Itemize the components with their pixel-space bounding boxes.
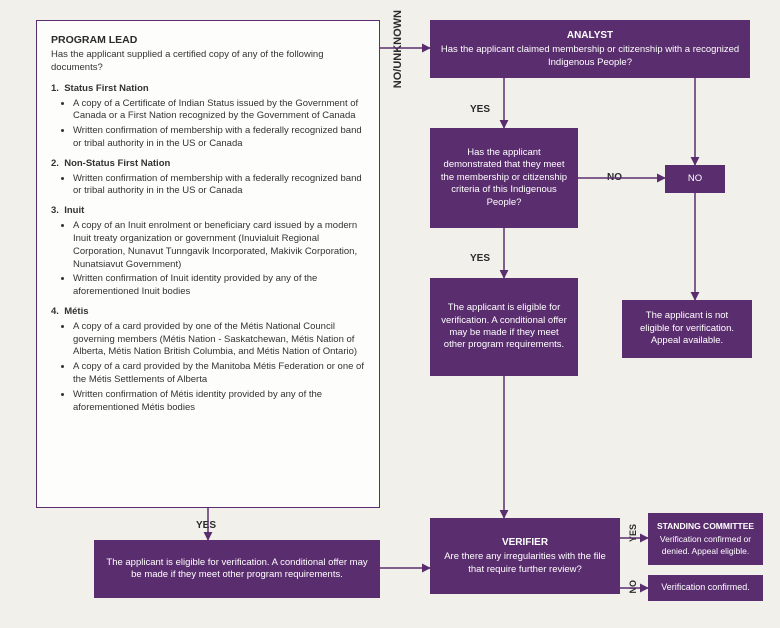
program-lead-question: Has the applicant supplied a certified c… <box>51 49 365 75</box>
no-label-verifier: NO <box>628 580 638 594</box>
cat4-bullet1: A copy of a card provided by one of the … <box>73 321 365 359</box>
cat4-bullet2: A copy of a card provided by the Manitob… <box>73 361 365 387</box>
confirmed-text: Verification confirmed. <box>661 582 750 594</box>
cat3-bullet2: Written confirmation of Inuit identity p… <box>73 273 365 299</box>
category-4: 4. Métis A copy of a card provided by on… <box>51 306 365 415</box>
eligible-left-text: The applicant is eligible for verificati… <box>104 557 370 582</box>
analyst-title: ANALYST <box>567 29 613 42</box>
no-text: NO <box>688 173 702 185</box>
demonstrate-text: Has the applicant demonstrated that they… <box>440 147 568 209</box>
verifier-title: VERIFIER <box>502 536 548 549</box>
no-node: NO <box>665 165 725 193</box>
yes-label-1: YES <box>470 104 490 115</box>
analyst-text: Has the applicant claimed membership or … <box>440 44 740 69</box>
not-eligible-node: The applicant is not eligible for verifi… <box>622 300 752 358</box>
category-3: 3. Inuit A copy of an Inuit enrolment or… <box>51 205 365 299</box>
standing-text: Verification confirmed or denied. Appeal… <box>654 534 757 556</box>
cat1-bullet1: A copy of a Certificate of Indian Status… <box>73 98 365 124</box>
not-eligible-text: The applicant is not eligible for verifi… <box>632 310 742 347</box>
cat1-bullet2: Written confirmation of membership with … <box>73 125 365 151</box>
demonstrate-node: Has the applicant demonstrated that they… <box>430 128 578 228</box>
program-lead-box: PROGRAM LEAD Has the applicant supplied … <box>36 20 380 508</box>
program-lead-title: PROGRAM LEAD <box>51 33 365 47</box>
standing-committee-node: STANDING COMMITTEE Verification confirme… <box>648 513 763 565</box>
no-label-1: NO <box>607 172 622 183</box>
cat4-bullet3: Written confirmation of Métis identity p… <box>73 389 365 415</box>
yes-label-3: YES <box>196 520 216 531</box>
yes-label-verifier: YES <box>628 524 638 542</box>
yes-label-2: YES <box>470 253 490 264</box>
verification-confirmed-node: Verification confirmed. <box>648 575 763 601</box>
no-unknown-label: NO/UNKNOWN <box>392 10 404 88</box>
verifier-node: VERIFIER Are there any irregularities wi… <box>430 518 620 594</box>
verifier-text: Are there any irregularities with the fi… <box>440 551 610 576</box>
eligible-right-text: The applicant is eligible for verificati… <box>440 302 568 351</box>
category-1: 1. Status First Nation A copy of a Certi… <box>51 83 365 151</box>
standing-title: STANDING COMMITTEE <box>657 521 754 532</box>
cat2-bullet1: Written confirmation of membership with … <box>73 173 365 199</box>
category-2: 2. Non-Status First Nation Written confi… <box>51 158 365 198</box>
cat3-bullet1: A copy of an Inuit enrolment or benefici… <box>73 220 365 271</box>
eligible-right-node: The applicant is eligible for verificati… <box>430 278 578 376</box>
analyst-node: ANALYST Has the applicant claimed member… <box>430 20 750 78</box>
eligible-left-node: The applicant is eligible for verificati… <box>94 540 380 598</box>
